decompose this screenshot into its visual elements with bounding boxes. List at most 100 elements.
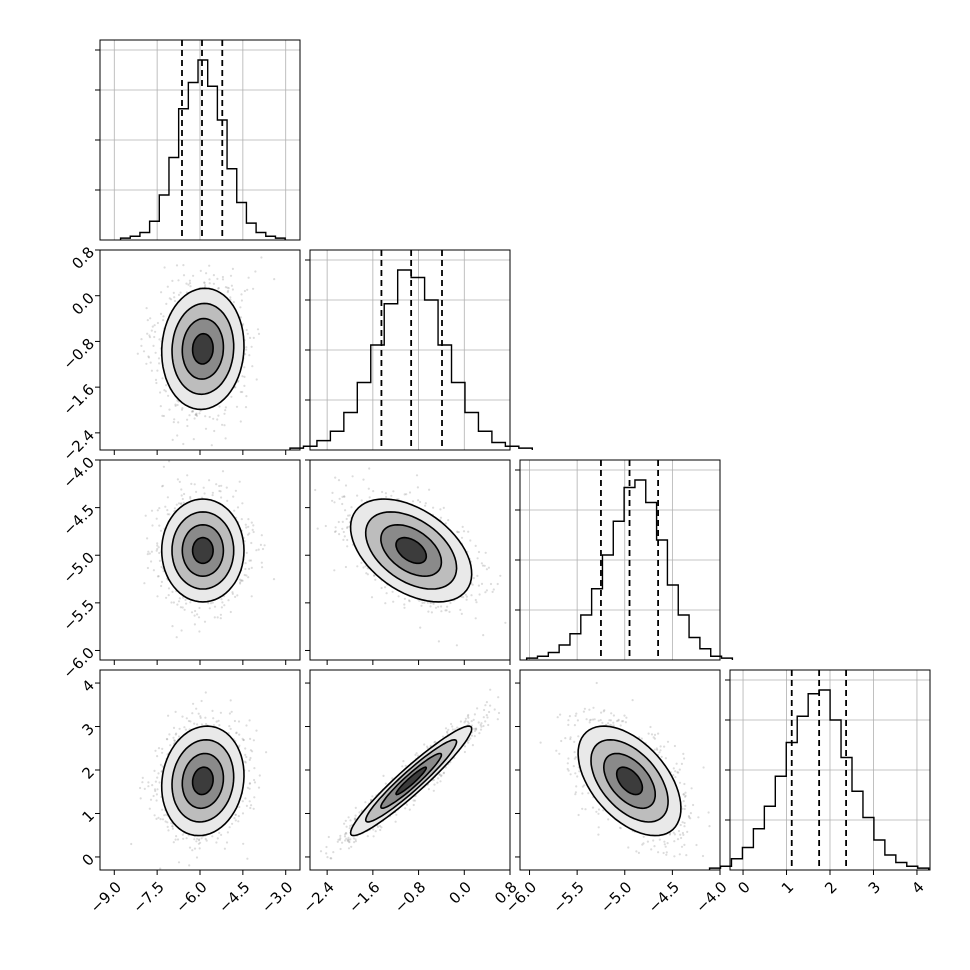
sample-point (238, 480, 241, 483)
sample-point (160, 565, 163, 569)
sample-point (165, 596, 168, 599)
sample-point (392, 600, 395, 603)
sample-point (162, 465, 165, 468)
sample-point (260, 534, 263, 537)
sample-point (140, 344, 143, 347)
sample-point (171, 590, 174, 594)
sample-point (189, 495, 192, 499)
sample-point (245, 724, 248, 727)
sample-point (250, 521, 253, 524)
sample-point (216, 418, 219, 421)
sample-point (156, 595, 159, 598)
sample-point (181, 407, 184, 410)
sample-point (252, 336, 255, 339)
sample-point (240, 293, 243, 296)
sample-point (464, 593, 467, 596)
sample-point (426, 601, 429, 604)
sample-point (256, 328, 260, 331)
sample-point (472, 577, 475, 580)
sample-point (238, 578, 242, 581)
sample-point (173, 418, 176, 421)
sample-point (356, 565, 359, 568)
sample-point (150, 509, 154, 512)
sample-point (239, 306, 242, 309)
sample-point (195, 413, 198, 416)
density-layer (143, 460, 276, 639)
sample-point (249, 749, 252, 752)
sample-point (180, 488, 183, 491)
sample-point (346, 526, 349, 530)
sample-point (164, 390, 167, 393)
sample-point (221, 601, 224, 604)
sample-point (184, 598, 187, 602)
sample-point (417, 499, 420, 502)
sample-point (430, 611, 433, 614)
sample-point (197, 616, 201, 619)
sample-point (460, 612, 463, 616)
sample-point (384, 586, 387, 589)
sample-point (343, 495, 346, 498)
sample-point (195, 707, 198, 710)
sample-point (244, 797, 247, 800)
sample-point (218, 831, 221, 835)
sample-point (234, 386, 237, 389)
sample-point (230, 395, 233, 398)
sample-point (344, 509, 347, 512)
sample-point (462, 596, 465, 599)
y-tick-label: −5.0 (60, 549, 98, 587)
sample-point (447, 519, 450, 522)
sample-point (478, 593, 481, 596)
sample-point (253, 767, 256, 770)
sample-point (162, 414, 165, 418)
sample-point (150, 560, 153, 563)
sample-point (211, 494, 214, 497)
panel-frame (309, 249, 511, 451)
panel-0-0 (95, 39, 301, 241)
sample-point (237, 720, 241, 723)
sample-point (173, 299, 177, 303)
sample-point (314, 488, 317, 492)
sample-point (341, 502, 344, 506)
sample-point (150, 369, 153, 372)
sample-point (236, 594, 239, 597)
sample-point (239, 581, 242, 584)
sample-point (419, 626, 422, 629)
sample-point (147, 781, 150, 784)
sample-point (223, 604, 226, 607)
sample-point (212, 717, 215, 720)
sample-point (360, 561, 363, 565)
sample-point (220, 606, 223, 609)
sample-point (146, 553, 149, 556)
sample-point (228, 725, 231, 728)
sample-point (196, 613, 199, 616)
sample-point (166, 496, 169, 499)
sample-point (158, 559, 161, 563)
sample-point (180, 408, 184, 411)
sample-point (228, 712, 231, 715)
sample-point (195, 414, 199, 417)
panel-frame (99, 39, 301, 241)
panel-1-0: −2.4−1.6−0.80.00.8 (60, 243, 301, 465)
sample-point (243, 366, 246, 369)
sample-point (153, 769, 156, 773)
sample-point (230, 710, 233, 713)
sample-point (210, 444, 213, 447)
y-tick-label: 0.0 (68, 289, 98, 319)
sample-point (362, 478, 365, 481)
sample-point (218, 484, 221, 488)
sample-point (220, 496, 223, 499)
sample-point (221, 278, 225, 281)
sample-point (368, 467, 371, 470)
sample-point (160, 584, 163, 588)
sample-point (460, 536, 464, 539)
sample-point (183, 492, 186, 496)
sample-point (149, 798, 153, 801)
sample-point (484, 591, 487, 594)
sample-point (213, 429, 216, 433)
sample-point (437, 605, 440, 608)
sample-point (234, 489, 237, 492)
sample-point (462, 530, 466, 533)
sample-point (245, 804, 248, 808)
sample-point (146, 566, 149, 570)
sample-point (167, 594, 170, 597)
